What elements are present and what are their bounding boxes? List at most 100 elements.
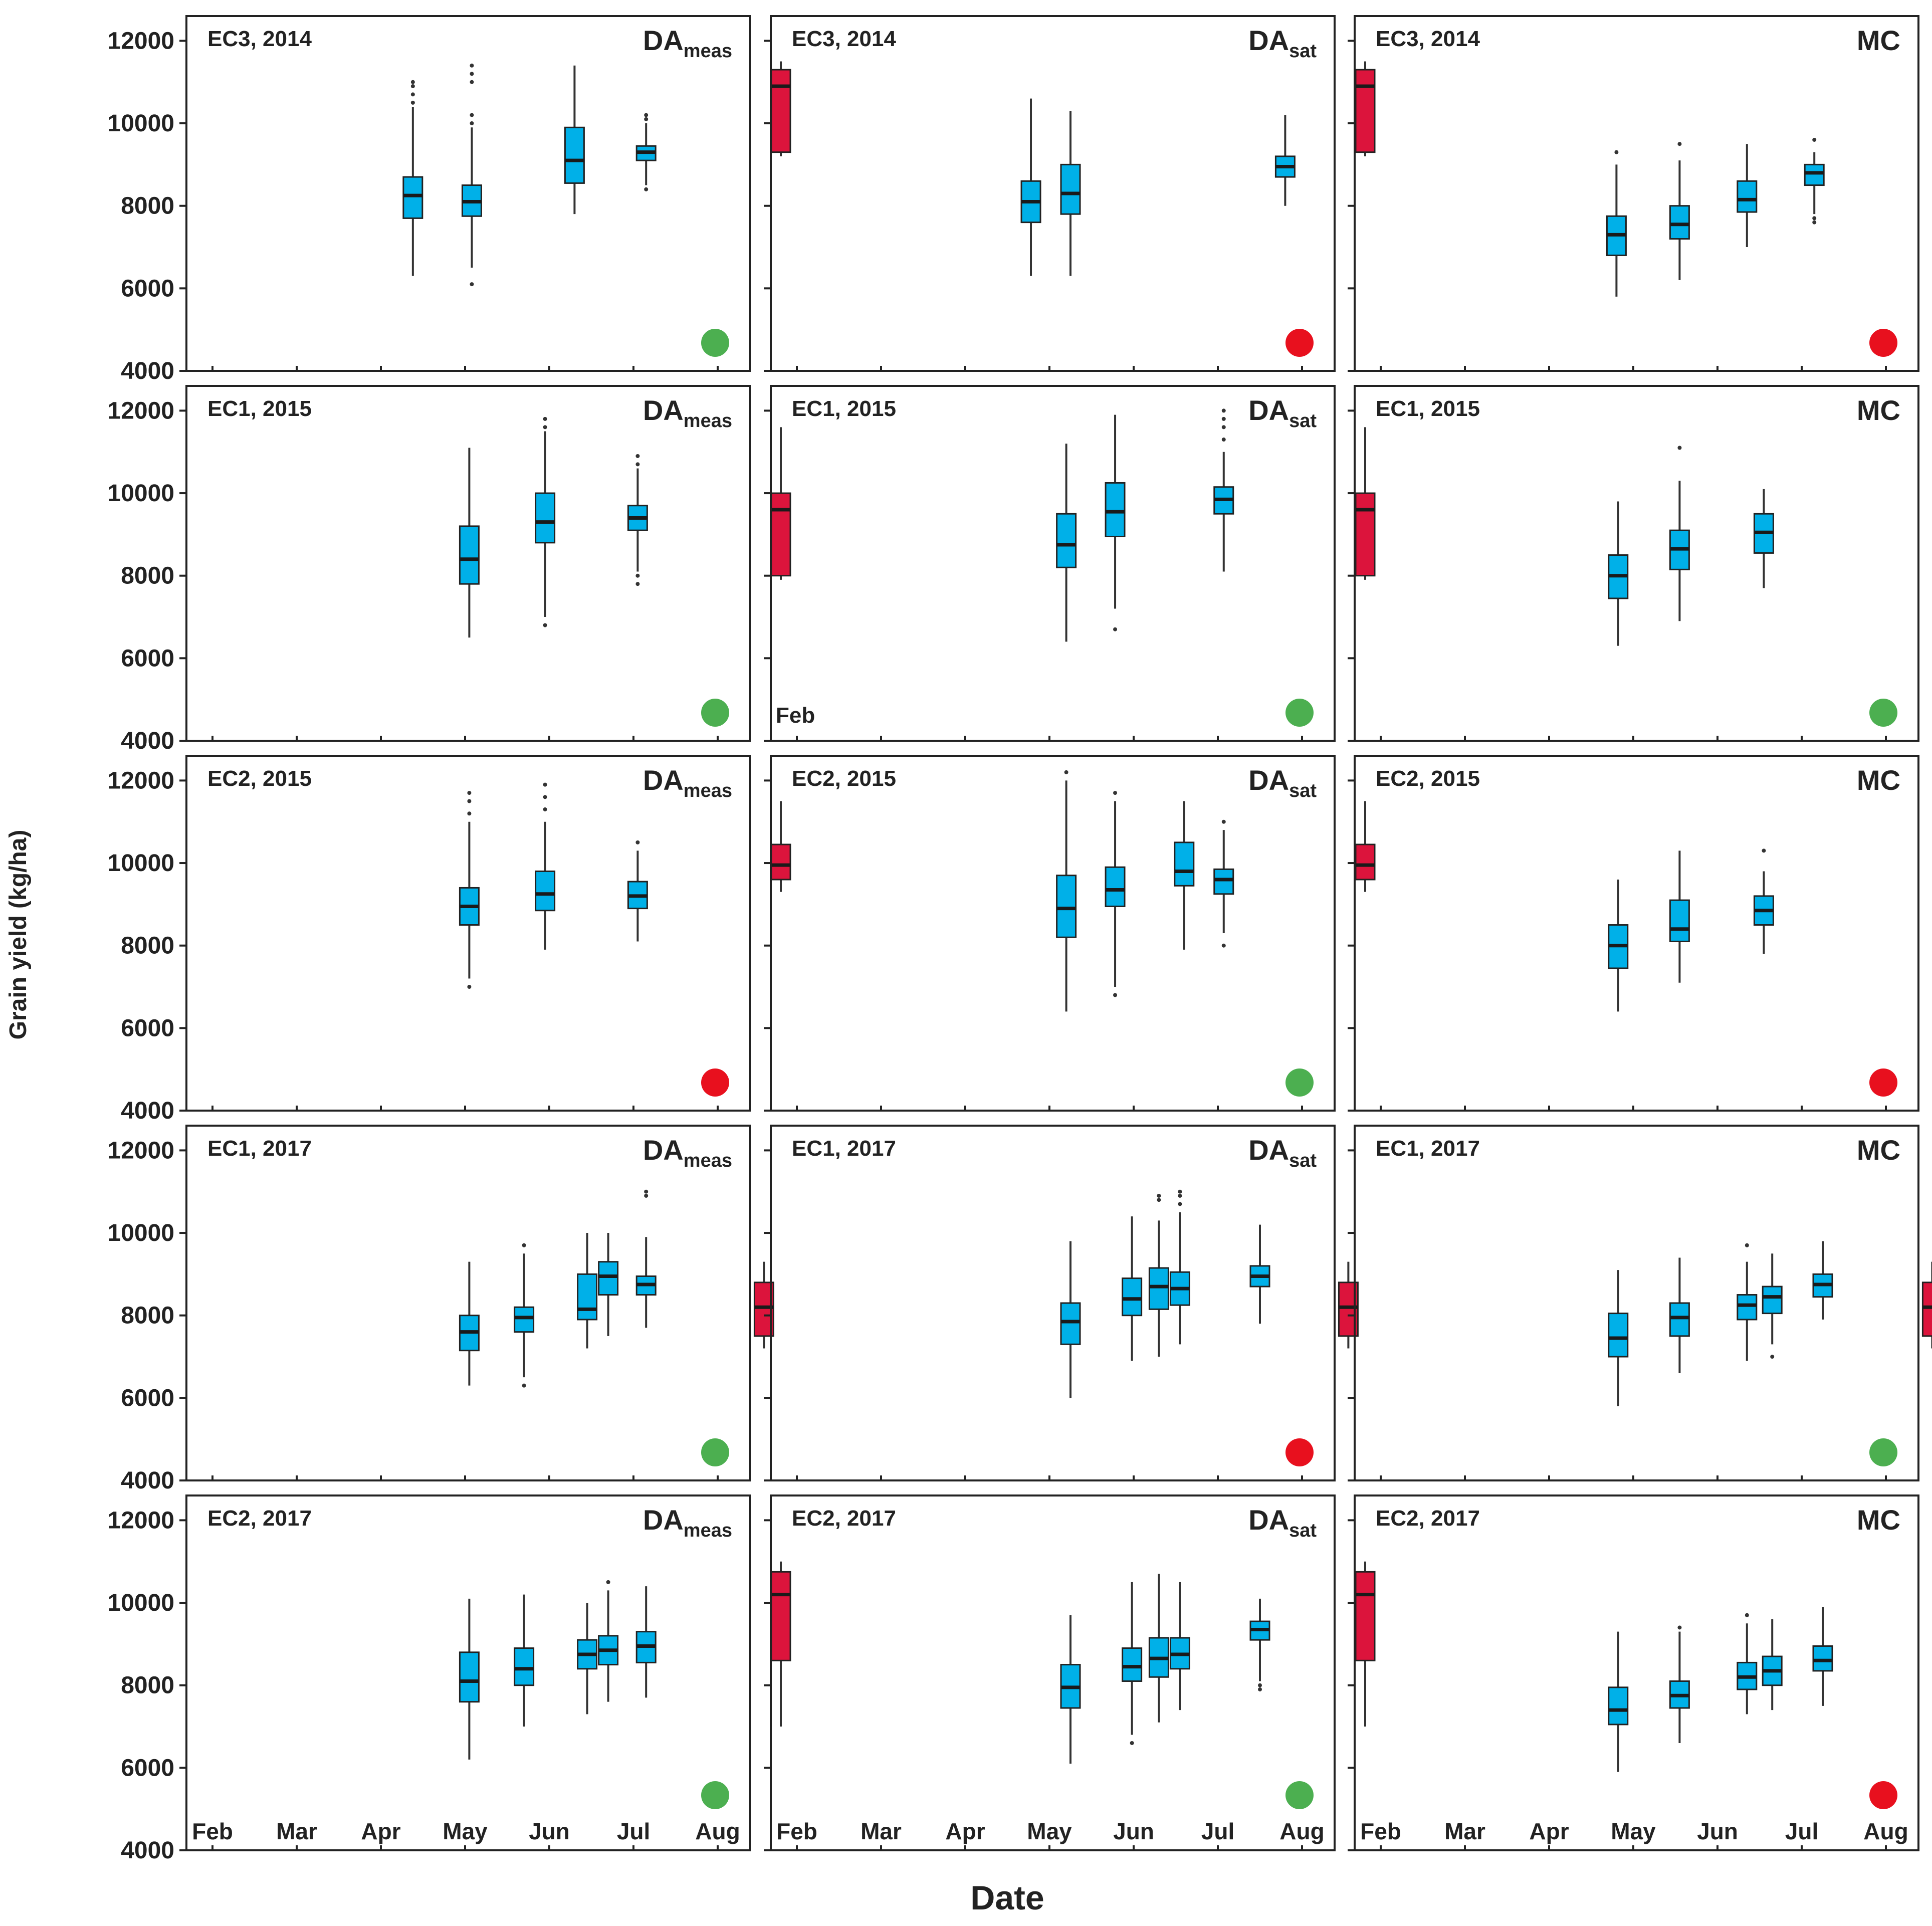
y-tick-label: 4000 xyxy=(121,1467,174,1494)
simulated-box xyxy=(461,63,482,287)
outlier-point xyxy=(644,1193,649,1198)
box-body xyxy=(514,1306,535,1333)
y-tick-label: 8000 xyxy=(121,1672,174,1699)
panel-title: EC2, 2015 xyxy=(792,766,896,791)
panel-11: EC1, 2017 DAsat xyxy=(764,1125,1359,1481)
panel-title: EC2, 2015 xyxy=(207,766,312,791)
panel-10: 4000 6000 8000 10000 12000 EC1, 2017 DAmeas xyxy=(108,1125,774,1494)
panel-title: EC1, 2015 xyxy=(792,396,896,421)
method-label: MC xyxy=(1857,1134,1900,1166)
simulated-box xyxy=(1148,1574,1169,1723)
method-label: DAsat xyxy=(1248,25,1317,62)
indicator-dot xyxy=(1869,329,1897,357)
box-body xyxy=(402,176,423,219)
x-tick-label: Feb xyxy=(776,1818,817,1844)
box-body xyxy=(1213,868,1234,895)
outlier-point xyxy=(635,582,640,586)
panel-7: 4000 6000 8000 10000 12000 EC2, 2015 DAmeas xyxy=(108,755,791,1124)
outlier-point xyxy=(1812,137,1817,142)
outlier-point xyxy=(1178,1193,1182,1198)
box-body xyxy=(1148,1267,1169,1310)
panel-frame xyxy=(1354,385,1919,742)
method-name: DA xyxy=(1248,764,1289,796)
simulated-box xyxy=(459,1598,480,1760)
outlier-point xyxy=(543,416,547,421)
box-body xyxy=(1174,841,1195,887)
panel-title: EC1, 2017 xyxy=(207,1136,312,1161)
outlier-point xyxy=(522,1383,526,1388)
method-subscript: meas xyxy=(684,780,732,801)
observed-box xyxy=(1355,61,1376,156)
method-name: DA xyxy=(1248,25,1289,56)
simulated-box xyxy=(1606,150,1627,297)
outlier-point xyxy=(1258,1683,1262,1687)
simulated-box xyxy=(627,840,648,942)
simulated-box xyxy=(1608,501,1629,646)
simulated-box xyxy=(514,1594,535,1727)
indicator-dot xyxy=(701,699,729,727)
simulated-box xyxy=(1762,1253,1783,1359)
outlier-point xyxy=(543,623,547,627)
y-tick-label: 6000 xyxy=(121,645,174,672)
box-body xyxy=(1762,1286,1783,1315)
method-label: DAsat xyxy=(1248,764,1317,801)
panel-frame xyxy=(185,385,751,742)
method-subscript: sat xyxy=(1289,780,1317,801)
method-label: DAsat xyxy=(1248,394,1317,432)
simulated-box xyxy=(1669,850,1690,983)
panel-frame xyxy=(770,385,1336,742)
y-tick-label: 12000 xyxy=(108,767,174,794)
outlier-point xyxy=(1221,943,1226,948)
y-tick-label: 10000 xyxy=(108,850,174,877)
panel-title: EC1, 2017 xyxy=(1376,1136,1480,1161)
method-name: DA xyxy=(1248,1134,1289,1166)
outlier-point xyxy=(1157,1193,1161,1198)
method-name: DA xyxy=(1248,394,1289,426)
y-tick-label: 6000 xyxy=(121,1755,174,1781)
method-label: DAsat xyxy=(1248,1504,1317,1541)
x-tick-label: Aug xyxy=(1279,1818,1324,1844)
panel-frame xyxy=(185,1125,751,1481)
box-body xyxy=(1355,1571,1376,1661)
method-name: DA xyxy=(1248,1504,1289,1536)
outlier-point xyxy=(1677,446,1682,450)
outlier-point xyxy=(522,1243,526,1247)
method-name: DA xyxy=(643,1504,684,1536)
box-body xyxy=(1355,492,1376,577)
simulated-box xyxy=(1669,1625,1690,1743)
simulated-box xyxy=(1213,819,1234,948)
simulated-box xyxy=(1056,444,1077,642)
observed-box xyxy=(1355,427,1376,580)
indicator-dot xyxy=(1869,699,1897,727)
simulated-box xyxy=(1737,1613,1758,1715)
y-tick-label: 12000 xyxy=(108,1507,174,1534)
simulated-box xyxy=(1669,446,1690,621)
panel-6: EC1, 2015 MC xyxy=(1348,385,1919,742)
simulated-box xyxy=(1060,111,1081,276)
x-tick-label: May xyxy=(1611,1818,1656,1844)
simulated-box xyxy=(1737,1243,1758,1361)
outlier-point xyxy=(543,795,547,799)
simulated-box xyxy=(535,782,556,950)
outlier-point xyxy=(470,63,474,68)
indicator-dot xyxy=(701,1781,729,1809)
outlier-point xyxy=(1762,848,1766,853)
panel-frame xyxy=(770,1125,1336,1481)
simulated-box xyxy=(635,113,657,191)
method-name: DA xyxy=(643,394,684,426)
method-label: MC xyxy=(1857,25,1900,56)
simulated-box xyxy=(598,1233,619,1336)
method-subscript: meas xyxy=(684,410,732,432)
method-label: DAsat xyxy=(1248,1134,1317,1171)
box-body xyxy=(1812,1645,1833,1672)
panel-title: EC3, 2014 xyxy=(207,27,312,51)
simulated-box xyxy=(1169,1189,1190,1345)
simulated-box xyxy=(635,1189,657,1328)
box-body xyxy=(1669,899,1690,942)
simulated-box xyxy=(1174,801,1195,950)
panel-4: 4000 6000 8000 10000 12000 EC1, 2015 DAmeas xyxy=(108,385,791,754)
outlier-point xyxy=(1677,1625,1682,1630)
box-body xyxy=(598,1261,619,1296)
simulated-box xyxy=(598,1580,619,1702)
simulated-box xyxy=(1105,791,1126,997)
